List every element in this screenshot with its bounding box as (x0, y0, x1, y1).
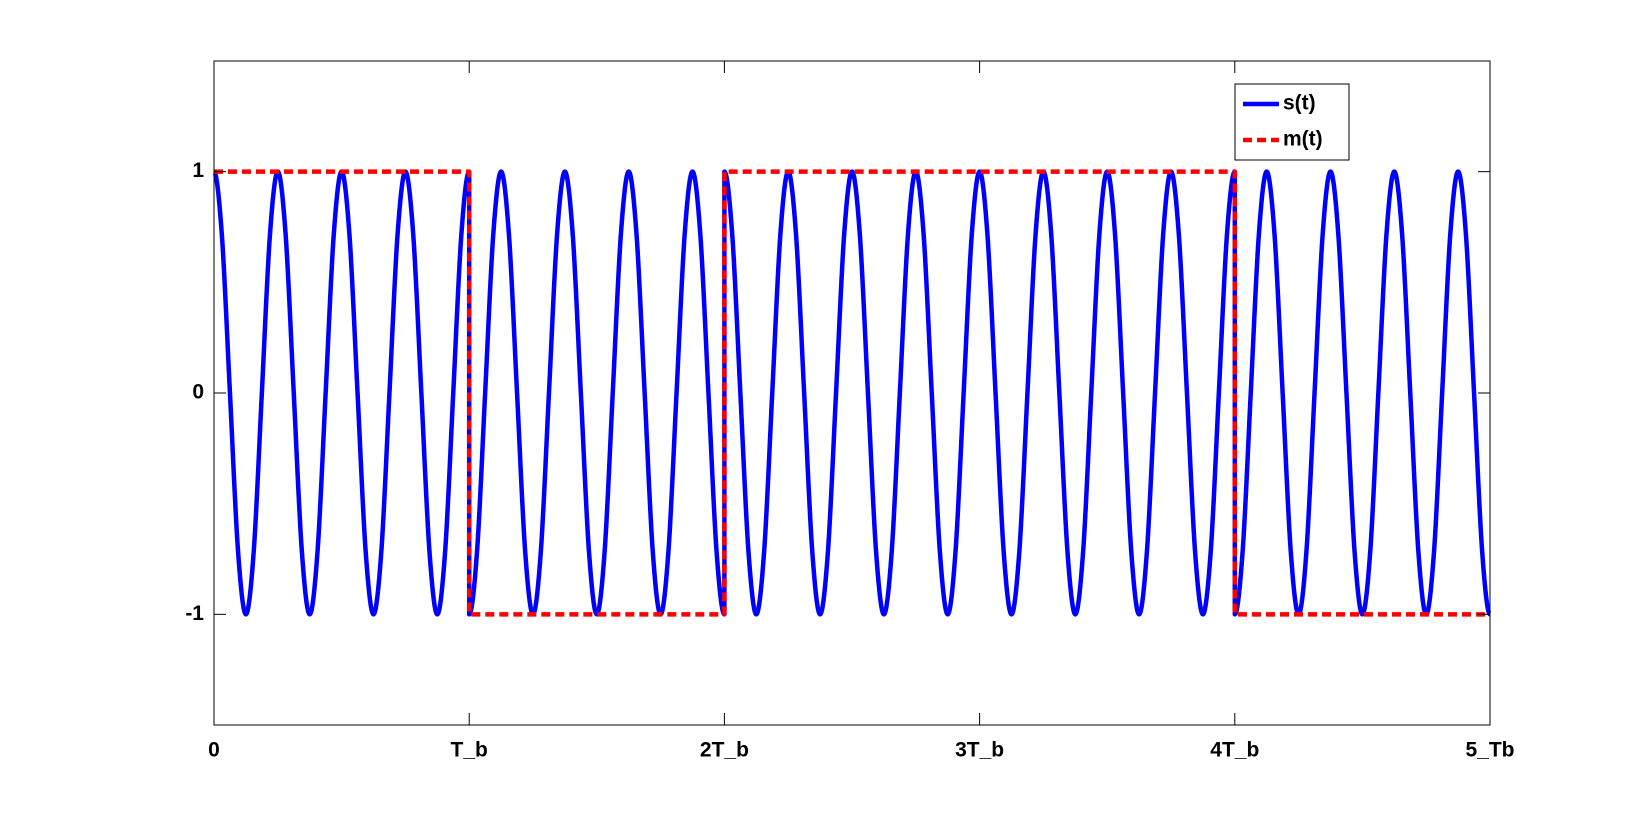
x-tick-label: 4T_b (1210, 739, 1259, 762)
legend: s(t) m(t) (1234, 83, 1350, 161)
y-tick-label: 1 (192, 159, 204, 182)
legend-label: s(t) (1283, 92, 1316, 115)
x-tick-label: 0 (208, 739, 220, 762)
x-tick-label: 5_Tb (1465, 739, 1514, 762)
y-tick-label: 0 (192, 381, 204, 404)
x-tick-label: 2T_b (700, 739, 749, 762)
series-line (211, 169, 1493, 617)
series-line (214, 169, 1490, 617)
legend-box (1234, 83, 1350, 161)
x-tick-label: 3T_b (955, 739, 1004, 762)
y-tick-label: -1 (185, 602, 204, 625)
x-tick-label: T_b (451, 739, 488, 762)
legend-label: m(t) (1283, 128, 1323, 151)
